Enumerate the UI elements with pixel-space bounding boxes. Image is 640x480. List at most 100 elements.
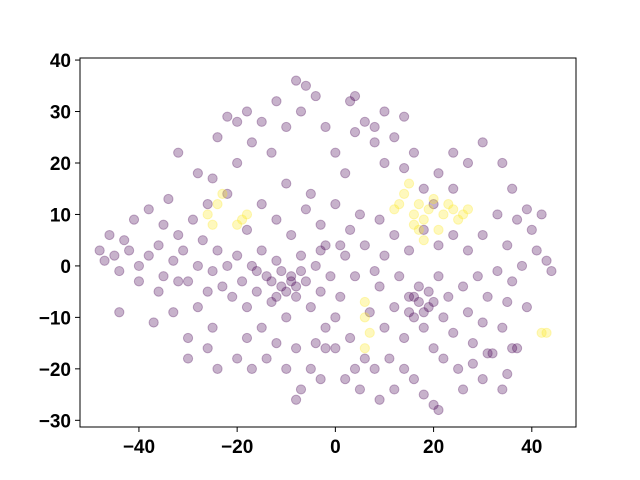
- scatter-point-class-0: [241, 224, 253, 235]
- scatter-point-class-0: [261, 271, 272, 282]
- scatter-point-class-0: [94, 245, 105, 256]
- scatter-point-class-0: [507, 276, 518, 287]
- scatter-point-class-0: [286, 276, 297, 287]
- scatter-point-class-0: [271, 214, 282, 225]
- scatter-point-class-0: [281, 363, 292, 374]
- scatter-point-class-0: [320, 121, 331, 133]
- scatter-point-class-0: [374, 281, 385, 292]
- scatter-point-class-0: [492, 265, 503, 277]
- scatter-point-class-0: [428, 399, 439, 410]
- scatter-point-class-0: [182, 353, 194, 364]
- scatter-point-class-0: [271, 338, 282, 349]
- scatter-point-class-0: [399, 111, 410, 122]
- scatter-point-class-0: [349, 127, 361, 138]
- scatter-point-class-0: [109, 250, 120, 261]
- scatter-point-class-1: [241, 209, 253, 220]
- scatter-point-class-0: [168, 255, 179, 266]
- scatter-point-class-0: [114, 307, 125, 318]
- scatter-point-class-0: [502, 296, 513, 308]
- scatter-point-class-0: [477, 317, 488, 328]
- scatter-point-class-0: [286, 229, 297, 241]
- scatter-point-class-0: [448, 327, 459, 338]
- scatter-point-class-1: [423, 204, 434, 215]
- scatter-point-class-0: [369, 363, 380, 374]
- scatter-point-class-0: [192, 260, 203, 272]
- scatter-point-class-0: [453, 363, 464, 374]
- scatter-point-class-0: [212, 245, 223, 256]
- x-tick-label: 40: [521, 437, 542, 458]
- scatter-point-class-1: [457, 209, 469, 220]
- scatter-point-class-0: [423, 301, 434, 313]
- y-tick-label: 40: [50, 51, 71, 72]
- scatter-point-class-0: [300, 80, 312, 91]
- scatter-point-class-0: [315, 374, 326, 385]
- scatter-point-class-0: [158, 271, 169, 282]
- scatter-point-class-0: [389, 229, 400, 241]
- scatter-point-class-0: [315, 245, 326, 256]
- scatter-point-class-0: [443, 291, 454, 302]
- scatter-point-class-0: [418, 224, 429, 235]
- scatter-point-class-0: [163, 193, 174, 205]
- scatter-point-class-0: [399, 363, 410, 374]
- scatter-point-class-0: [403, 245, 415, 256]
- scatter-point-class-0: [418, 389, 429, 400]
- scatter-point-class-0: [448, 229, 459, 241]
- x-tick-label: 0: [330, 437, 341, 458]
- scatter-point-class-0: [295, 106, 307, 117]
- scatter-point-class-0: [521, 301, 532, 313]
- scatter-point-class-0: [369, 265, 380, 277]
- y-axis: 40 30 20 10 0 −10 −20 −30: [39, 51, 80, 432]
- scatter-point-class-0: [413, 296, 424, 308]
- scatter-point-class-0: [133, 260, 145, 272]
- scatter-point-class-0: [232, 116, 243, 127]
- scatter-point-class-0: [173, 276, 184, 287]
- scatter-point-class-0: [403, 291, 415, 302]
- scatter-point-class-0: [232, 250, 243, 261]
- scatter-point-class-0: [222, 111, 233, 122]
- scatter-point-class-0: [315, 219, 326, 230]
- scatter-point-class-0: [379, 322, 390, 333]
- scatter-point-class-1: [394, 199, 405, 210]
- scatter-point-class-0: [241, 106, 253, 117]
- scatter-point-class-0: [389, 384, 400, 395]
- scatter-point-class-0: [511, 343, 523, 354]
- scatter-point-class-0: [290, 343, 302, 354]
- scatter-point-class-0: [173, 229, 184, 241]
- scatter-point-class-1: [413, 224, 424, 235]
- scatter-point-class-1: [212, 199, 223, 210]
- scatter-point-class-0: [423, 286, 434, 297]
- scatter-point-class-0: [114, 265, 125, 277]
- scatter-point-class-0: [349, 90, 361, 102]
- scatter-point-class-0: [207, 322, 218, 333]
- scatter-point-class-0: [330, 199, 341, 210]
- scatter-point-class-0: [315, 286, 326, 297]
- scatter-point-class-0: [472, 271, 483, 282]
- scatter-point-class-0: [399, 332, 410, 344]
- scatter-point-class-0: [433, 404, 444, 416]
- scatter-point-class-0: [305, 301, 316, 313]
- scatter-point-class-0: [359, 116, 370, 127]
- scatter-point-class-0: [133, 276, 145, 287]
- scatter-point-class-0: [408, 147, 420, 158]
- scatter-point-class-0: [369, 137, 380, 148]
- scatter-point-class-0: [389, 301, 400, 313]
- scatter-point-class-0: [286, 271, 297, 282]
- scatter-point-class-0: [212, 132, 223, 143]
- scatter-point-class-0: [546, 265, 557, 277]
- scatter-point-class-0: [246, 260, 257, 272]
- scatter-point-class-0: [271, 96, 282, 107]
- scatter-point-class-1: [443, 199, 454, 210]
- scatter-point-class-0: [413, 281, 424, 292]
- scatter-point-class-0: [379, 250, 390, 261]
- scatter-point-class-0: [389, 132, 400, 143]
- scatter-point-class-0: [349, 363, 361, 374]
- scatter-point-class-0: [457, 384, 469, 395]
- scatter-point-class-0: [246, 137, 257, 148]
- scatter-point-class-0: [354, 209, 366, 220]
- scatter-point-class-0: [462, 245, 474, 256]
- scatter-point-class-0: [276, 265, 287, 277]
- scatter-point-class-0: [477, 229, 488, 241]
- scatter-point-class-0: [241, 332, 253, 344]
- scatter-point-class-1: [359, 312, 370, 323]
- scatter-point-class-0: [335, 240, 346, 251]
